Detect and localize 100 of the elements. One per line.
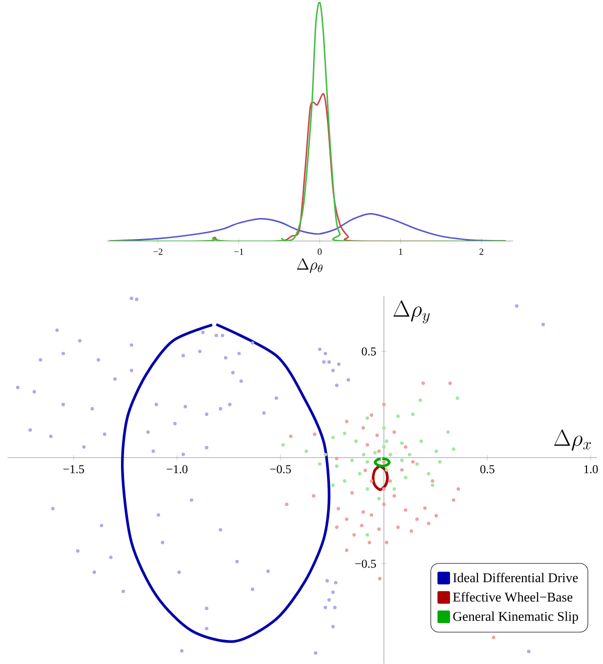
point xyxy=(366,533,370,537)
point xyxy=(377,449,381,453)
point xyxy=(400,468,404,472)
point xyxy=(377,527,381,531)
point xyxy=(360,524,364,528)
point xyxy=(343,432,346,436)
point xyxy=(396,526,400,529)
point xyxy=(335,456,339,460)
line-series xyxy=(372,464,389,492)
point xyxy=(420,440,424,443)
point xyxy=(400,441,404,445)
point xyxy=(423,506,427,510)
point xyxy=(358,472,362,476)
point xyxy=(375,434,379,438)
point xyxy=(366,487,370,491)
x-tick-label: −1.0 xyxy=(166,465,188,474)
point xyxy=(362,426,366,430)
point xyxy=(366,443,370,447)
point xyxy=(385,440,388,443)
point xyxy=(354,440,358,443)
point xyxy=(331,436,335,440)
point xyxy=(418,398,422,402)
point xyxy=(446,430,450,434)
point xyxy=(392,487,396,491)
point xyxy=(404,445,408,449)
point xyxy=(382,445,386,449)
point xyxy=(382,487,386,491)
point xyxy=(366,460,370,464)
point xyxy=(350,458,354,462)
x-tick-label: −0.5 xyxy=(270,465,292,474)
point xyxy=(388,479,392,483)
point xyxy=(415,462,419,466)
x-tick-label: −2 xyxy=(154,248,163,255)
y-axis-title: $\Delta\rho_y$ xyxy=(394,300,430,324)
x-tick-label: −1.5 xyxy=(63,465,84,474)
point xyxy=(452,447,456,451)
point xyxy=(313,432,316,436)
point xyxy=(404,508,408,512)
point xyxy=(362,510,366,514)
point xyxy=(385,468,388,472)
point xyxy=(352,533,356,537)
point xyxy=(335,464,339,468)
point xyxy=(388,452,392,456)
point xyxy=(411,460,415,464)
x-tick-label: 0.5 xyxy=(480,465,495,474)
point xyxy=(385,540,388,544)
point xyxy=(345,517,349,521)
x-tick-label: 2 xyxy=(480,248,484,255)
point xyxy=(430,483,434,487)
point xyxy=(335,526,339,529)
point xyxy=(304,449,308,453)
point xyxy=(362,452,366,456)
point xyxy=(411,412,415,416)
point xyxy=(370,413,374,417)
point xyxy=(427,522,430,526)
point xyxy=(364,468,368,472)
point xyxy=(452,498,456,502)
legend-label: Ideal Differential Drive xyxy=(453,572,578,582)
x-tick-label: 0 xyxy=(318,248,322,255)
point xyxy=(382,426,386,430)
legend-label: Effective Wheel−Base xyxy=(453,592,573,602)
point xyxy=(422,382,426,386)
point xyxy=(456,396,460,400)
point xyxy=(345,420,349,424)
point xyxy=(366,416,370,420)
x-tick-label: 1.0 xyxy=(584,465,598,474)
point xyxy=(318,462,322,466)
point xyxy=(336,506,340,510)
point xyxy=(282,443,286,447)
point xyxy=(382,502,386,506)
point xyxy=(343,479,346,483)
line-series xyxy=(121,323,331,643)
point xyxy=(400,458,404,462)
x-tick-label: −1 xyxy=(234,248,244,255)
point xyxy=(382,402,386,406)
point xyxy=(370,479,374,483)
point xyxy=(368,540,372,544)
point xyxy=(434,514,438,518)
point xyxy=(345,548,349,552)
point xyxy=(396,414,400,418)
point xyxy=(430,479,434,483)
point xyxy=(370,513,374,517)
point xyxy=(434,449,438,453)
line-series xyxy=(374,457,391,468)
point xyxy=(410,529,414,533)
point xyxy=(331,483,335,487)
point xyxy=(392,430,396,434)
x-tick-label: 1 xyxy=(399,248,402,255)
point xyxy=(373,450,377,454)
point xyxy=(415,517,419,521)
point xyxy=(392,494,396,498)
point xyxy=(378,576,382,580)
point xyxy=(456,487,460,491)
point xyxy=(408,452,412,456)
legend-label: General Kinematic Slip xyxy=(453,612,578,624)
point xyxy=(324,452,328,456)
x-axis-title: $\Delta\rho_\theta$ xyxy=(297,258,323,274)
point xyxy=(289,434,293,438)
point xyxy=(448,382,452,386)
point xyxy=(377,496,381,500)
